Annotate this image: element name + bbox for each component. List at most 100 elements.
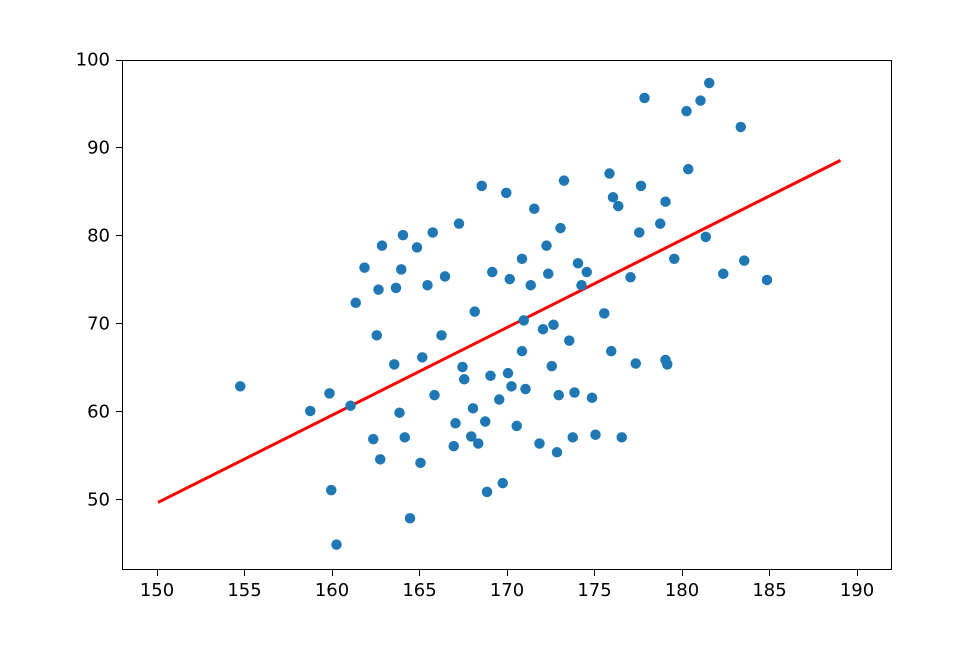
scatter-point <box>506 381 517 392</box>
scatter-point <box>526 280 537 291</box>
x-tick-mark <box>244 570 245 576</box>
scatter-point <box>331 539 342 550</box>
scatter-point <box>617 432 628 443</box>
scatter-point <box>587 393 598 404</box>
scatter-point <box>377 240 388 251</box>
scatter-point <box>391 283 402 294</box>
scatter-point <box>582 267 593 278</box>
x-tick-label: 175 <box>577 580 611 601</box>
scatter-point <box>373 284 384 295</box>
scatter-point <box>436 330 447 341</box>
scatter-point <box>573 258 584 269</box>
scatter-point <box>454 218 465 229</box>
scatter-point <box>235 381 246 392</box>
scatter-point <box>683 164 694 175</box>
scatter-point <box>736 122 747 133</box>
scatter-point <box>398 230 409 241</box>
scatter-point <box>564 335 575 346</box>
x-tick-label: 150 <box>140 580 174 601</box>
scatter-point <box>457 362 468 373</box>
scatter-point <box>669 254 680 265</box>
scatter-point <box>473 438 484 449</box>
scatter-point <box>428 227 439 238</box>
y-tick-label: 100 <box>76 50 110 71</box>
scatter-point <box>470 306 481 317</box>
scatter-point <box>569 387 580 398</box>
scatter-point <box>480 416 491 427</box>
scatter-point <box>485 371 496 382</box>
scatter-point <box>468 403 479 414</box>
scatter-point <box>718 269 729 280</box>
y-tick-mark <box>116 411 122 412</box>
scatter-point <box>529 203 540 214</box>
scatter-point <box>541 240 552 251</box>
scatter-point <box>482 487 493 498</box>
scatter-point <box>520 384 531 395</box>
x-tick-label: 190 <box>840 580 874 601</box>
regression-line <box>158 160 841 502</box>
y-tick-label: 60 <box>87 401 110 422</box>
scatter-point <box>494 394 505 405</box>
scatter-point <box>606 346 617 357</box>
scatter-point <box>636 181 647 192</box>
x-tick-mark <box>507 570 508 576</box>
scatter-point <box>326 485 337 496</box>
y-tick-mark <box>116 147 122 148</box>
x-tick-label: 170 <box>490 580 524 601</box>
y-tick-label: 70 <box>87 313 110 334</box>
scatter-point <box>608 192 619 203</box>
scatter-point <box>538 324 549 335</box>
scatter-point <box>517 254 528 265</box>
y-tick-label: 90 <box>87 137 110 158</box>
scatter-point <box>547 361 558 372</box>
scatter-point <box>631 358 642 369</box>
plot-svg <box>123 61 893 571</box>
scatter-point <box>625 272 636 283</box>
scatter-point <box>459 374 470 385</box>
x-tick-label: 160 <box>315 580 349 601</box>
x-tick-label: 165 <box>402 580 436 601</box>
scatter-point <box>375 454 386 465</box>
y-tick-label: 80 <box>87 225 110 246</box>
scatter-point <box>701 232 712 243</box>
scatter-point <box>613 201 624 212</box>
scatter-point <box>568 432 579 443</box>
x-tick-label: 185 <box>752 580 786 601</box>
y-tick-label: 50 <box>87 489 110 510</box>
x-tick-label: 155 <box>227 580 261 601</box>
scatter-point <box>548 320 559 331</box>
scatter-point <box>695 95 706 106</box>
scatter-point <box>512 421 523 432</box>
scatter-point <box>372 330 383 341</box>
scatter-point <box>639 93 650 104</box>
x-tick-mark <box>332 570 333 576</box>
y-tick-mark <box>116 499 122 500</box>
scatter-point <box>590 429 601 440</box>
scatter-point <box>704 78 715 89</box>
y-tick-mark <box>116 235 122 236</box>
scatter-point <box>422 280 433 291</box>
scatter-point <box>662 359 673 370</box>
scatter-point <box>415 458 426 469</box>
y-tick-mark <box>116 323 122 324</box>
x-tick-label: 180 <box>665 580 699 601</box>
x-tick-mark <box>157 570 158 576</box>
scatter-point <box>396 264 407 275</box>
scatter-point <box>534 438 545 449</box>
scatter-point <box>505 274 516 285</box>
scatter-point <box>554 390 565 401</box>
scatter-point <box>412 242 423 253</box>
plot-area <box>122 60 892 570</box>
chart-figure: 150 155 160 165 170 175 180 185 190 50 60 70 80 90 100 <box>0 0 973 649</box>
scatter-point <box>555 223 566 234</box>
scatter-point <box>400 432 411 443</box>
scatter-point <box>517 346 528 357</box>
scatter-point <box>359 262 370 273</box>
scatter-point <box>389 359 400 370</box>
scatter-point <box>305 406 316 417</box>
scatter-point <box>394 407 405 418</box>
scatter-point <box>368 434 379 445</box>
scatter-point <box>450 418 461 429</box>
scatter-point <box>440 271 451 282</box>
scatter-point <box>501 188 512 199</box>
